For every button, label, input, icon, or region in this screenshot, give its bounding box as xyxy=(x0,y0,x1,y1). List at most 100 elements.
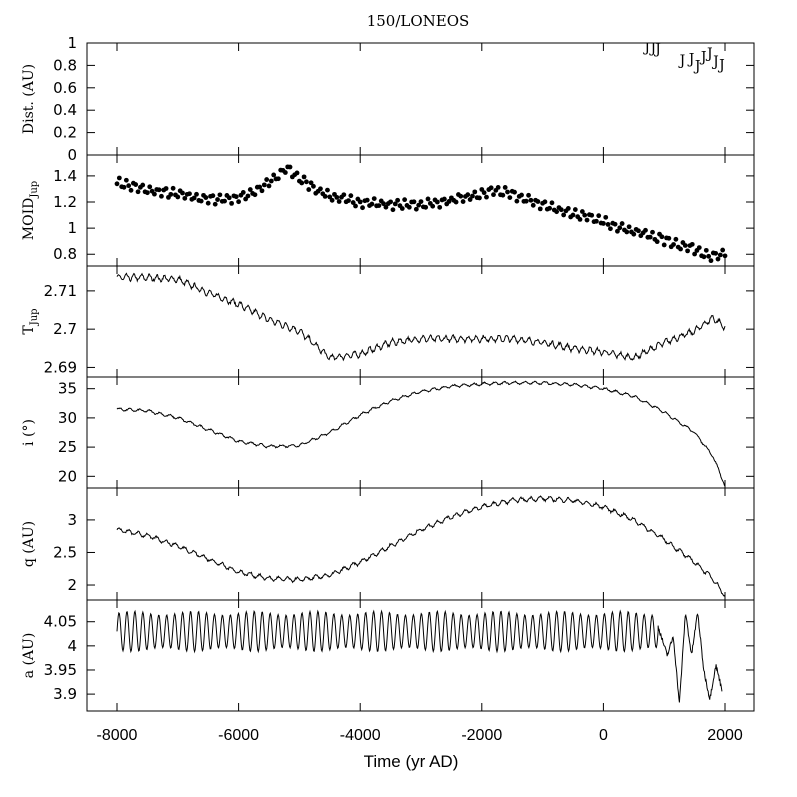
data-point xyxy=(458,193,464,199)
data-point xyxy=(402,197,408,203)
y-tick-label: 4.05 xyxy=(44,613,77,631)
data-point xyxy=(713,250,719,256)
data-point xyxy=(236,199,242,205)
data-point xyxy=(500,192,506,198)
panel-frame xyxy=(86,154,755,267)
data-point xyxy=(334,194,340,200)
data-point xyxy=(191,195,197,201)
data-point xyxy=(226,195,232,201)
data-point xyxy=(722,253,728,259)
y-axis-label-main: MOID xyxy=(21,198,37,241)
data-point xyxy=(572,207,578,212)
data-point xyxy=(259,188,265,194)
y-axis-label: q (AU) xyxy=(21,521,37,567)
data-point xyxy=(336,199,342,204)
data-point xyxy=(308,180,314,186)
data-point xyxy=(381,201,386,207)
data-point xyxy=(673,236,679,242)
y-tick-label: 0.4 xyxy=(53,101,77,119)
data-point xyxy=(528,197,534,203)
data-point xyxy=(701,254,707,260)
x-tick-label: -6000 xyxy=(218,727,259,744)
y-axis-label-main: Dist. (AU) xyxy=(21,64,37,134)
data-point xyxy=(678,246,683,252)
series-tjup xyxy=(116,272,726,362)
data-point xyxy=(128,187,134,193)
data-point xyxy=(306,187,312,192)
y-tick-label: 0.2 xyxy=(53,124,77,142)
data-point xyxy=(268,178,274,184)
y-tick-label: 3.95 xyxy=(44,661,77,679)
y-tick-label: 1.4 xyxy=(53,167,77,185)
series-line xyxy=(116,272,726,362)
data-point xyxy=(116,175,122,181)
x-axis-label: Time (yr AD) xyxy=(364,752,459,771)
data-point xyxy=(257,184,263,190)
data-point xyxy=(507,195,513,201)
x-tick-label: 2000 xyxy=(707,727,743,744)
data-point xyxy=(717,252,723,258)
data-point xyxy=(180,190,185,196)
data-point xyxy=(163,186,169,191)
data-point xyxy=(608,226,613,232)
data-point xyxy=(182,195,188,201)
data-point xyxy=(395,197,401,203)
data-point-marker: J xyxy=(699,49,707,65)
data-point xyxy=(329,197,335,203)
data-point xyxy=(145,190,150,196)
x-tick-label: 0 xyxy=(599,727,608,744)
data-point xyxy=(453,199,459,205)
data-point xyxy=(194,191,199,197)
data-point xyxy=(301,174,307,180)
series-moid xyxy=(114,164,728,264)
data-point xyxy=(582,212,588,218)
data-point xyxy=(626,224,632,230)
data-point xyxy=(198,198,204,204)
data-point xyxy=(133,182,139,187)
data-point xyxy=(666,235,672,241)
y-tick-label: 1.2 xyxy=(53,193,77,211)
y-tick-label: 35 xyxy=(58,380,77,398)
data-point xyxy=(434,199,440,205)
data-point xyxy=(299,180,305,186)
data-point xyxy=(205,200,211,206)
data-point xyxy=(505,189,510,195)
data-point xyxy=(353,203,358,209)
y-axis-label: TJup xyxy=(21,308,40,334)
panel-incl: 20 25 30 35 i (°) xyxy=(21,376,755,489)
data-point xyxy=(488,185,494,191)
y-tick-label: 0.6 xyxy=(53,79,77,97)
data-point xyxy=(282,170,288,175)
data-point xyxy=(376,203,382,209)
data-point xyxy=(140,182,146,188)
data-point-marker: J xyxy=(678,53,686,69)
panel-frame xyxy=(86,265,755,378)
panel-frame xyxy=(86,599,755,712)
data-point xyxy=(715,256,721,262)
data-point xyxy=(619,221,625,226)
data-point xyxy=(123,177,129,183)
data-point xyxy=(643,227,648,233)
data-point xyxy=(465,192,471,198)
data-point xyxy=(170,185,176,191)
data-point xyxy=(275,176,281,182)
data-point xyxy=(159,193,164,199)
data-point xyxy=(212,201,218,207)
data-point xyxy=(233,194,239,200)
data-point xyxy=(650,229,655,235)
data-point xyxy=(615,228,620,234)
data-point xyxy=(514,198,520,204)
data-point xyxy=(495,184,501,190)
data-point xyxy=(304,179,309,185)
data-point xyxy=(411,199,417,205)
data-point xyxy=(392,201,398,207)
series-line xyxy=(116,380,726,487)
y-axis-label: MOIDJup xyxy=(21,181,40,240)
data-point xyxy=(360,205,365,211)
data-point xyxy=(406,204,412,210)
data-point-marker: J xyxy=(705,46,713,62)
data-point xyxy=(388,199,393,205)
data-point xyxy=(425,196,431,202)
data-point xyxy=(661,242,667,248)
